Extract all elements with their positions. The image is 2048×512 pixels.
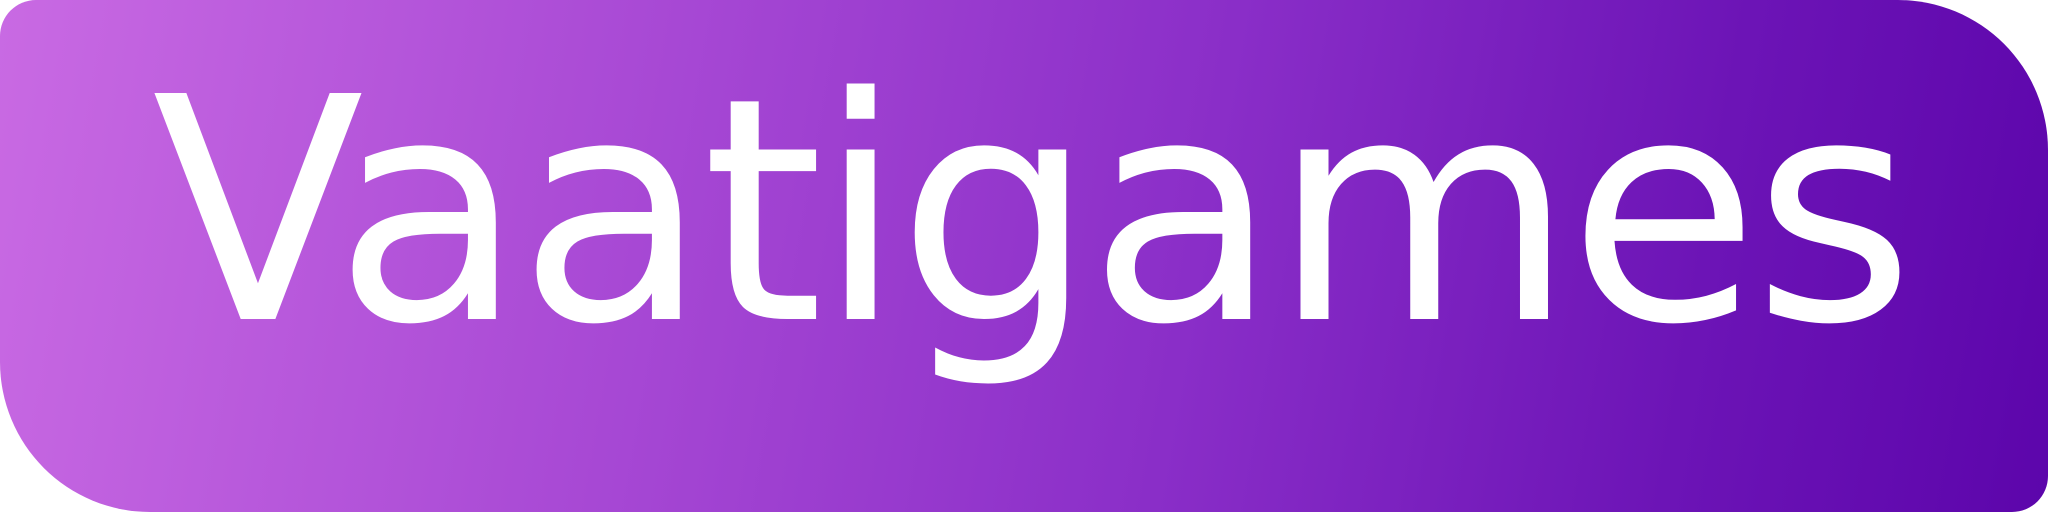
brand-wordmark: Vaatigames bbox=[152, 32, 1915, 393]
